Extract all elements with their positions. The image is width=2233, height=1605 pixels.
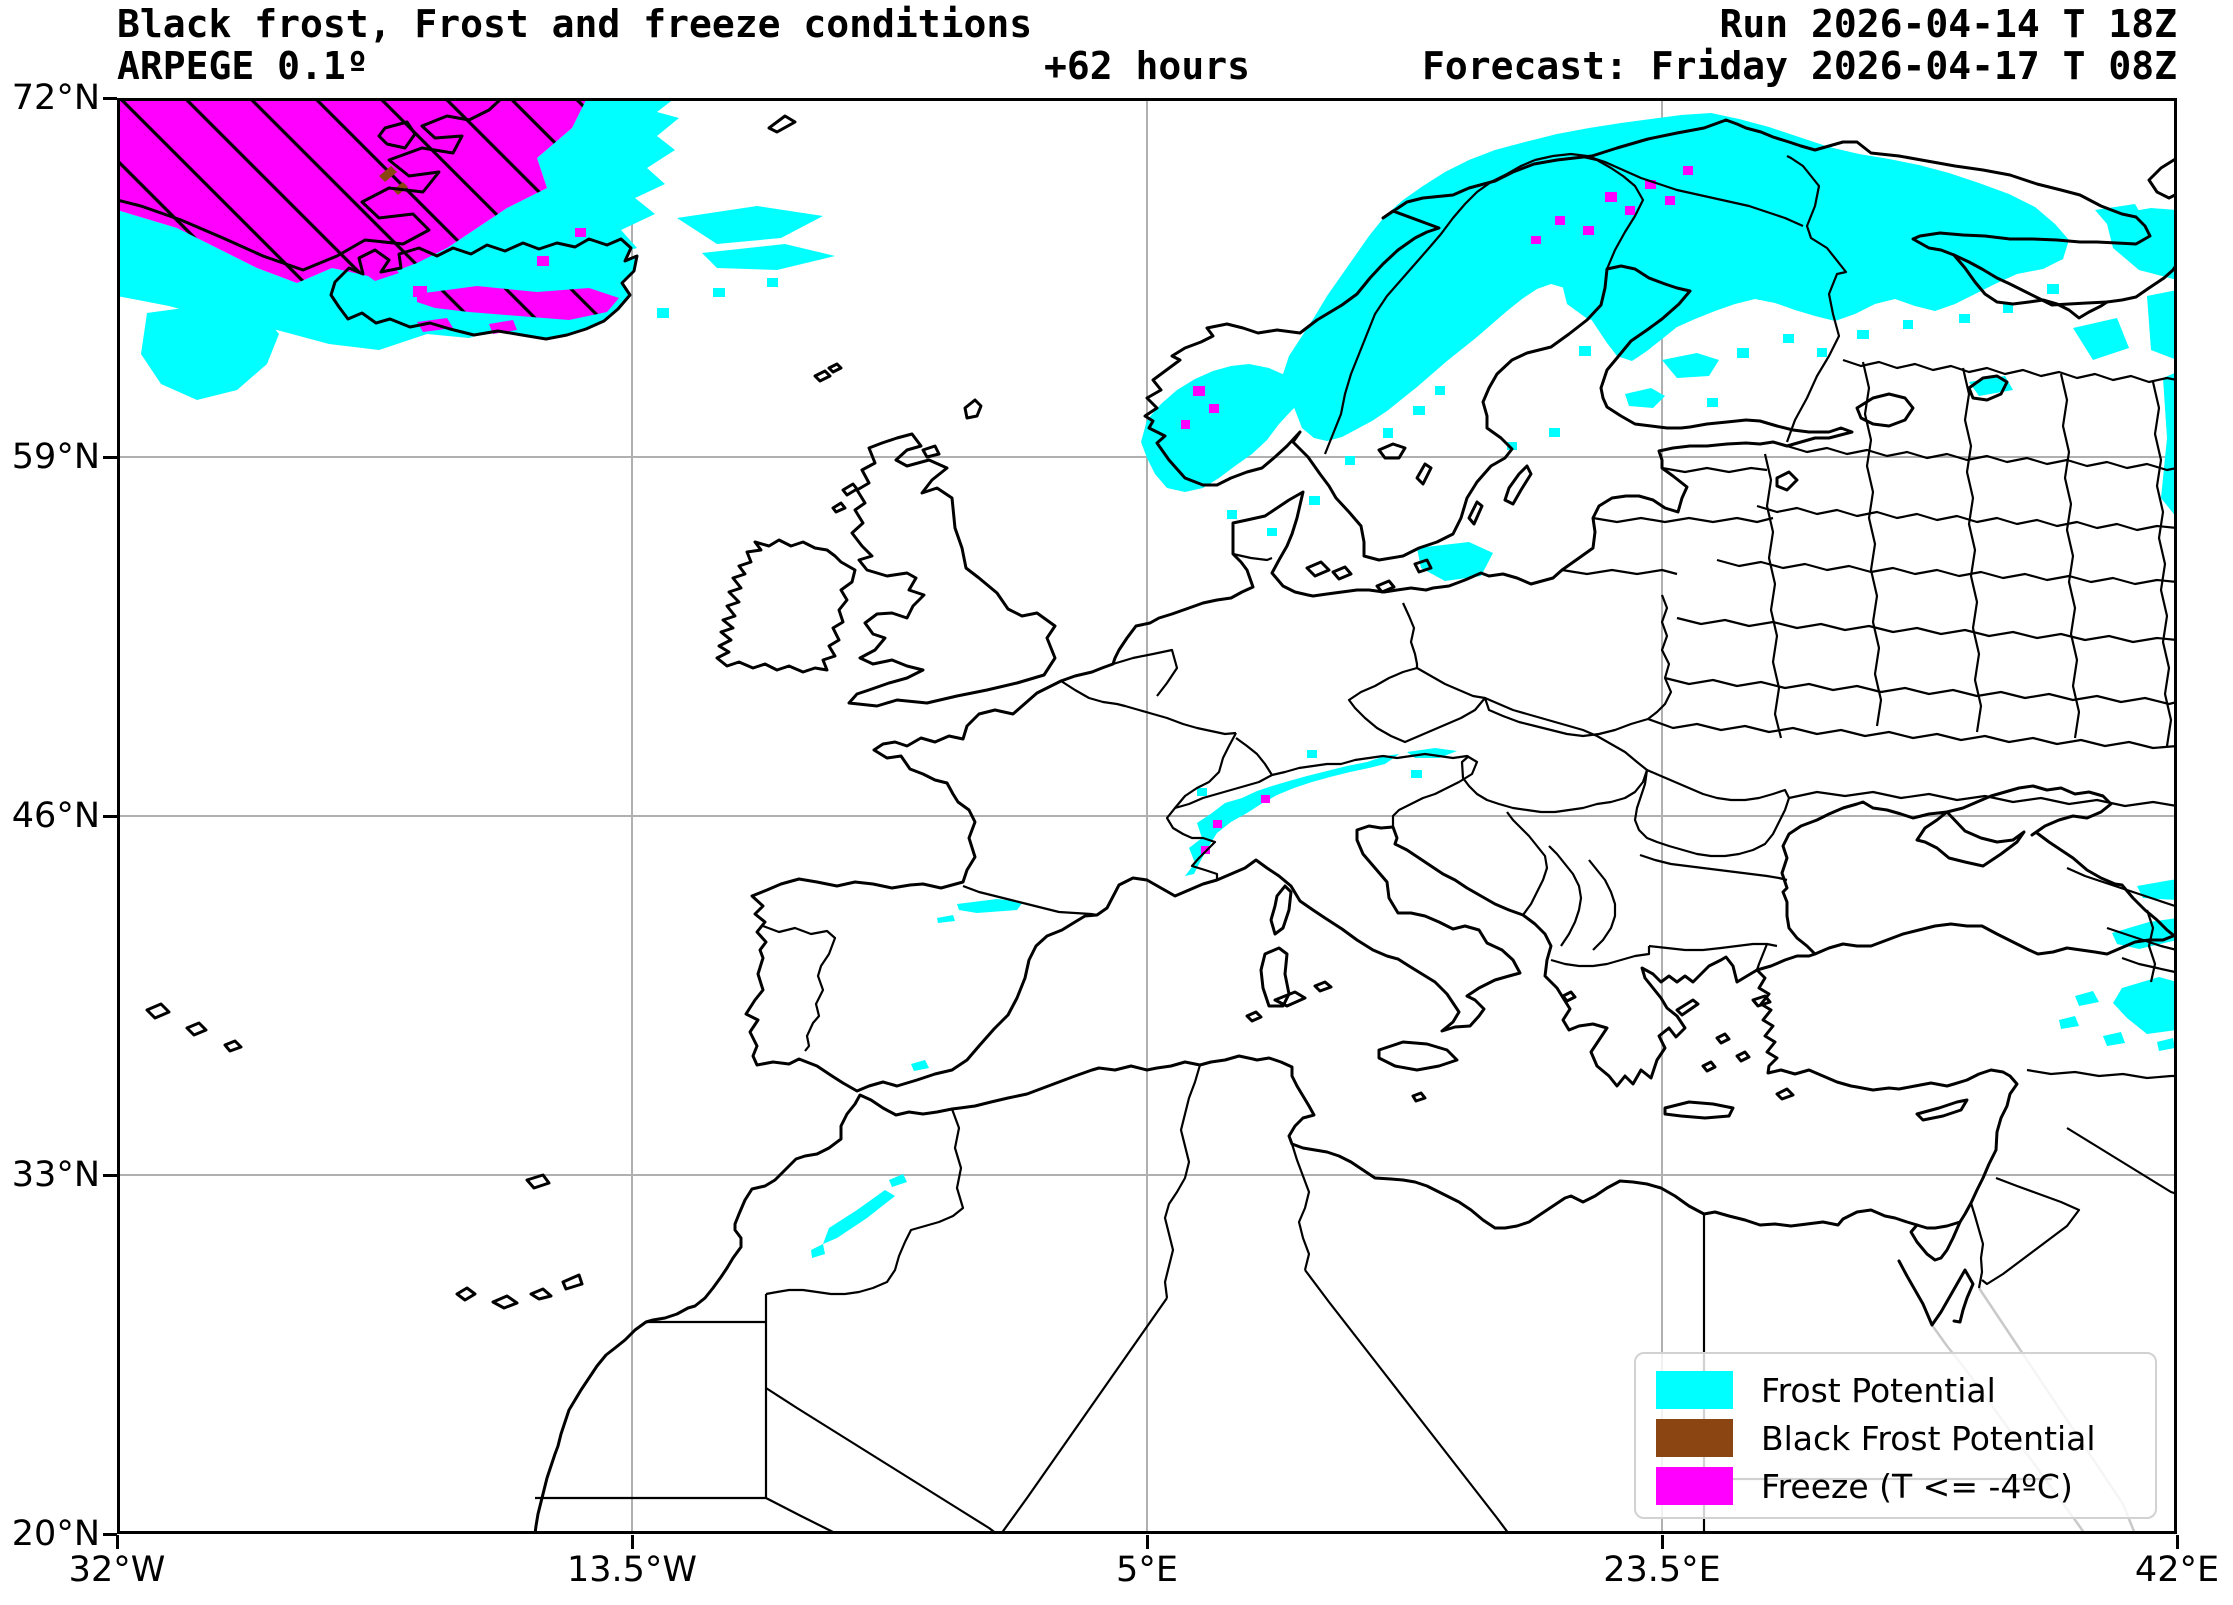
- map-plot-area: [117, 98, 2177, 1534]
- frost-swatch: [1656, 1371, 1733, 1409]
- black-frost-swatch: [1656, 1419, 1733, 1457]
- lead-time-label: +62 hours: [1044, 44, 1250, 88]
- tick-mark: [631, 1535, 634, 1549]
- frost-label: Frost Potential: [1761, 1370, 1996, 1410]
- country-borders: [535, 152, 2177, 1534]
- tick-mark: [1146, 1535, 1149, 1549]
- legend-row-freeze: Freeze (T <= -4ºC): [1656, 1462, 2155, 1510]
- tick-mark: [103, 1533, 117, 1536]
- ytick-72N: 72°N: [11, 78, 100, 118]
- freeze-swatch: [1656, 1467, 1733, 1505]
- ytick-46N: 46°N: [11, 796, 100, 836]
- black-frost-label: Black Frost Potential: [1761, 1418, 2096, 1458]
- tick-mark: [1661, 1535, 1664, 1549]
- freeze-label: Freeze (T <= -4ºC): [1761, 1466, 2073, 1506]
- forecast-label: Forecast: Friday 2026-04-17 T 08Z: [1422, 44, 2177, 88]
- xtick-5E: 5°E: [1116, 1550, 1178, 1590]
- tick-mark: [103, 1174, 117, 1177]
- tick-mark: [103, 97, 117, 100]
- coastlines: [117, 98, 2177, 1534]
- xtick-23-5E: 23.5°E: [1603, 1550, 1721, 1590]
- map-legend: Frost Potential Black Frost Potential Fr…: [1634, 1352, 2157, 1519]
- tick-mark: [2176, 1535, 2179, 1549]
- tick-mark: [116, 1535, 119, 1549]
- europe-frost-map: [117, 98, 2177, 1534]
- xtick-42E: 42°E: [2134, 1550, 2220, 1590]
- tick-mark: [103, 815, 117, 818]
- tick-mark: [103, 456, 117, 459]
- model-label: ARPEGE 0.1º: [117, 44, 369, 88]
- legend-row-black-frost: Black Frost Potential: [1656, 1414, 2155, 1462]
- ytick-20N: 20°N: [11, 1514, 100, 1554]
- ytick-33N: 33°N: [11, 1155, 100, 1195]
- xtick-32W: 32°W: [68, 1550, 166, 1590]
- run-label: Run 2026-04-14 T 18Z: [1719, 2, 2177, 46]
- freeze-hatch-layer: [117, 98, 619, 320]
- page-title: Black frost, Frost and freeze conditions: [117, 2, 1033, 46]
- xtick-13-5W: 13.5°W: [566, 1550, 698, 1590]
- plot-frame: [117, 98, 2177, 1534]
- legend-row-frost: Frost Potential: [1656, 1366, 2155, 1414]
- ytick-59N: 59°N: [11, 437, 100, 477]
